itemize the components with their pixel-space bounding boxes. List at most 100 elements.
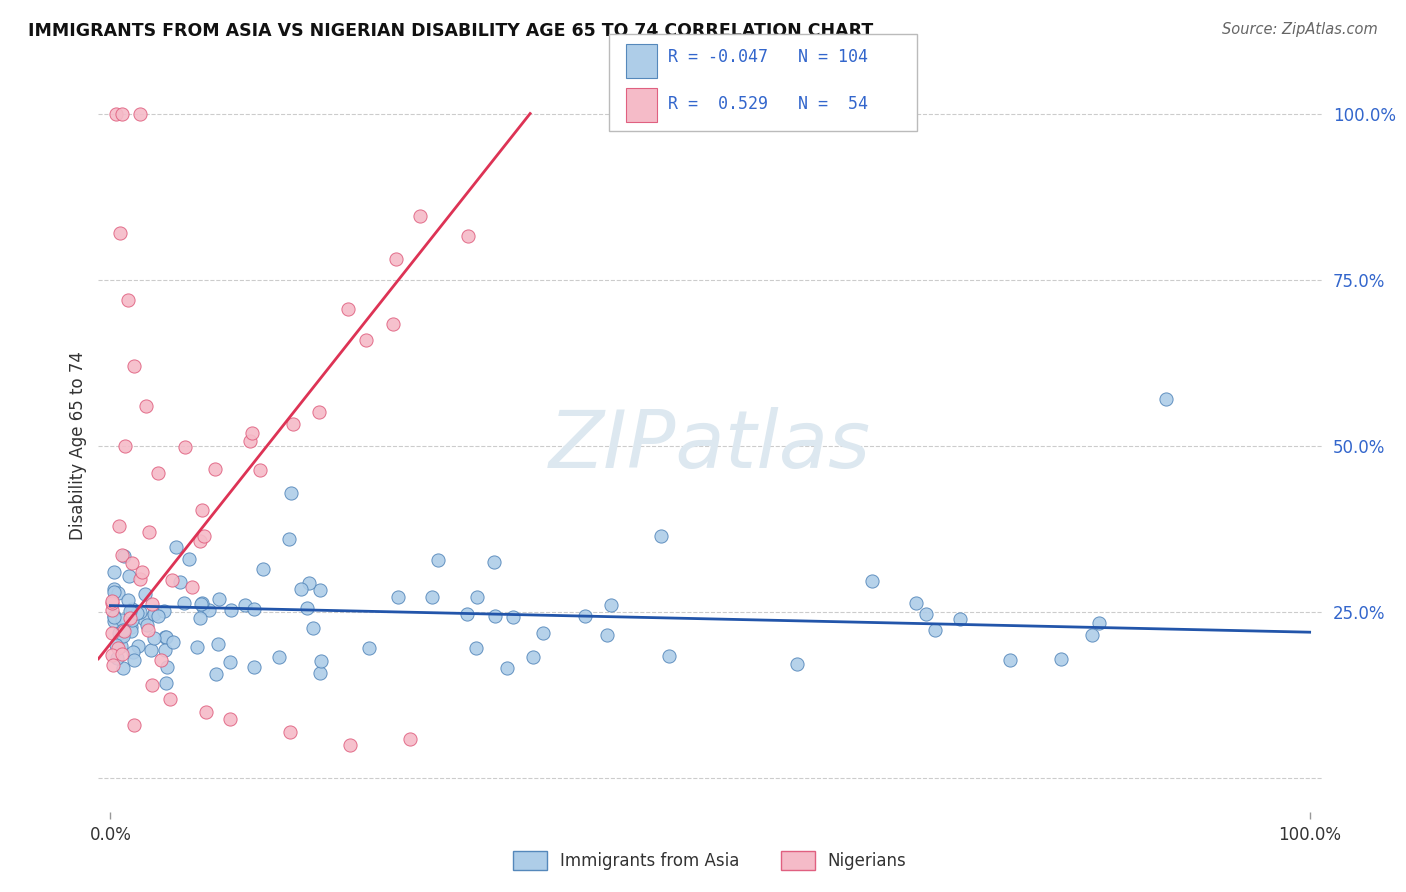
Point — [162, 635, 184, 649]
Point — [650, 529, 672, 543]
Point — [924, 623, 946, 637]
Point — [148, 466, 170, 480]
Point — [205, 666, 228, 681]
Point — [107, 585, 129, 599]
Point — [457, 229, 479, 244]
Point — [190, 596, 212, 610]
Point — [204, 462, 226, 476]
Point — [111, 629, 134, 643]
Point — [420, 590, 443, 604]
Point — [188, 611, 211, 625]
Point — [111, 647, 134, 661]
Point — [159, 691, 181, 706]
Point — [174, 440, 197, 454]
Point — [599, 598, 621, 612]
Point — [243, 660, 266, 674]
Point — [482, 555, 505, 569]
Text: ZIPatlas: ZIPatlas — [548, 407, 872, 485]
Point — [295, 600, 318, 615]
Point — [502, 609, 524, 624]
Point — [249, 463, 271, 477]
Point — [381, 317, 404, 331]
Point — [165, 540, 187, 554]
Point — [127, 639, 149, 653]
Point — [387, 590, 409, 604]
Point — [120, 620, 142, 634]
Point — [173, 596, 195, 610]
Text: IMMIGRANTS FROM ASIA VS NIGERIAN DISABILITY AGE 65 TO 74 CORRELATION CHART: IMMIGRANTS FROM ASIA VS NIGERIAN DISABIL… — [28, 22, 873, 40]
Point — [456, 607, 478, 621]
Point — [121, 556, 143, 570]
Point — [1154, 392, 1177, 407]
Point — [131, 565, 153, 579]
Point — [191, 503, 214, 517]
Point — [100, 594, 122, 608]
Point — [193, 529, 215, 543]
Point — [108, 226, 131, 240]
Point — [186, 640, 208, 655]
Point — [596, 627, 619, 641]
Point — [998, 653, 1021, 667]
Point — [179, 552, 201, 566]
Point — [112, 549, 135, 564]
Point — [129, 605, 152, 619]
Point — [1081, 628, 1104, 642]
Text: R = -0.047   N = 104: R = -0.047 N = 104 — [668, 48, 868, 66]
Point — [278, 725, 301, 739]
Point — [114, 439, 136, 453]
Point — [120, 624, 142, 638]
Point — [118, 568, 141, 582]
Point — [101, 657, 124, 672]
Point — [409, 209, 432, 223]
Point — [125, 606, 148, 620]
Point — [112, 624, 135, 639]
Point — [153, 630, 176, 644]
Point — [904, 596, 927, 610]
Point — [103, 608, 125, 623]
Point — [138, 525, 160, 540]
Point — [465, 640, 488, 655]
Point — [427, 553, 450, 567]
Point — [860, 574, 883, 588]
Point — [105, 106, 128, 120]
Point — [134, 612, 156, 626]
Point — [111, 661, 134, 675]
Point — [124, 718, 146, 732]
Point — [195, 705, 218, 719]
Point — [120, 603, 142, 617]
Point — [141, 678, 163, 692]
Point — [190, 598, 212, 612]
Point — [105, 650, 128, 665]
Point — [283, 417, 305, 431]
Point — [100, 602, 122, 616]
Point — [103, 615, 125, 629]
Point — [103, 610, 125, 624]
Legend: Immigrants from Asia, Nigerians: Immigrants from Asia, Nigerians — [506, 844, 914, 877]
Point — [188, 534, 211, 549]
Point — [496, 661, 519, 675]
Point — [181, 581, 204, 595]
Point — [100, 648, 122, 662]
Point — [129, 106, 152, 120]
Point — [191, 599, 214, 614]
Point — [298, 576, 321, 591]
Point — [103, 582, 125, 596]
Point — [218, 655, 240, 669]
Point — [135, 617, 157, 632]
Point — [103, 566, 125, 580]
Point — [277, 533, 299, 547]
Y-axis label: Disability Age 65 to 74: Disability Age 65 to 74 — [69, 351, 87, 541]
Point — [252, 562, 274, 576]
Point — [914, 607, 936, 622]
Point — [100, 626, 122, 640]
Point — [786, 657, 808, 671]
Point — [114, 623, 136, 637]
Point — [153, 604, 176, 618]
Point — [531, 626, 554, 640]
Point — [141, 598, 163, 612]
Point — [357, 640, 380, 655]
Point — [280, 485, 302, 500]
Point — [117, 592, 139, 607]
Point — [101, 597, 124, 611]
Point — [108, 626, 131, 640]
